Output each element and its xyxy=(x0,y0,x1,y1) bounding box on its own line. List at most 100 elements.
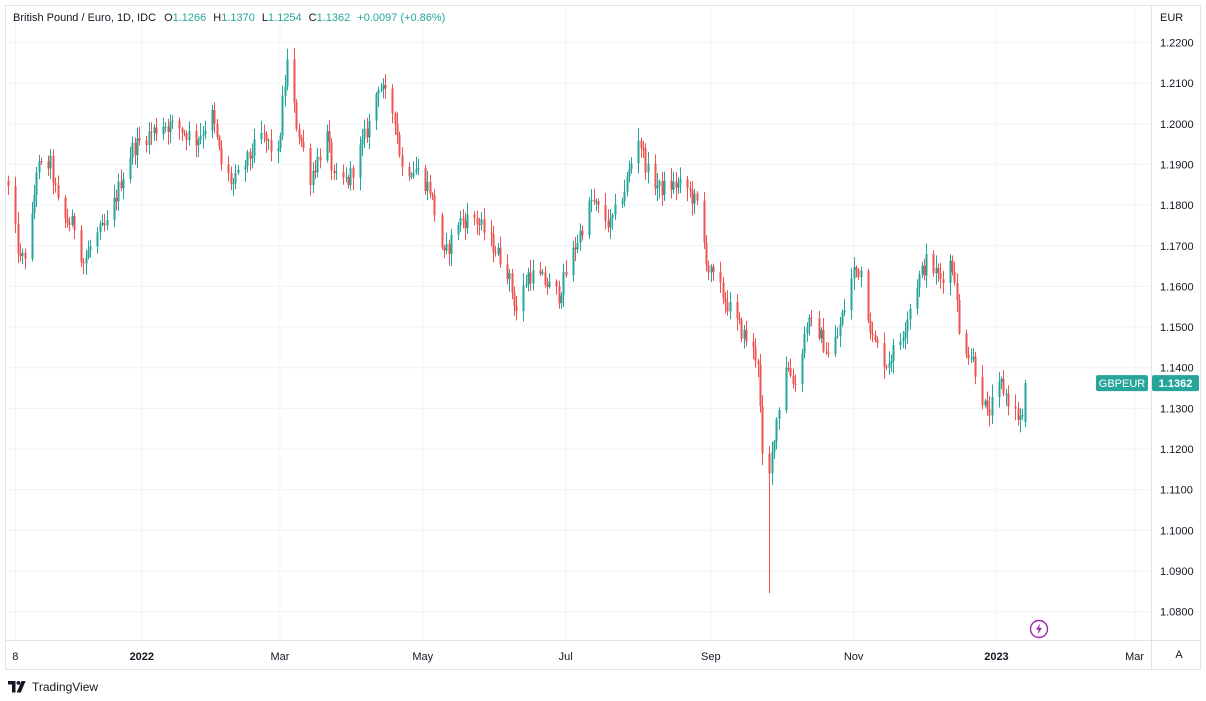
candle-body-down xyxy=(220,147,223,165)
candle-body-down xyxy=(1002,378,1005,394)
candle-body-up xyxy=(548,281,551,287)
candle-body-up xyxy=(415,168,418,173)
candle-body-down xyxy=(330,141,333,171)
candle-body-down xyxy=(1014,406,1017,409)
x-tick-label: 2022 xyxy=(130,651,154,663)
candle-body-up xyxy=(87,250,90,258)
candle-body-down xyxy=(544,272,547,285)
auto-scale-button[interactable]: A xyxy=(1175,649,1183,661)
candle-body-down xyxy=(752,341,755,348)
candle-body-down xyxy=(298,128,301,138)
x-tick-label: Nov xyxy=(844,651,864,663)
candle-body-down xyxy=(642,148,645,150)
candle-body-up xyxy=(904,331,907,338)
candle-body-up xyxy=(972,356,975,359)
candle-body-down xyxy=(167,126,170,132)
candle-body-up xyxy=(909,308,912,320)
candle-body-up xyxy=(843,310,846,313)
candle-body-down xyxy=(942,279,945,284)
candle-body-up xyxy=(380,89,383,91)
candle-body-down xyxy=(302,141,305,148)
candle-body-down xyxy=(546,284,549,287)
candle-body-down xyxy=(827,352,830,354)
candle-body-down xyxy=(40,161,43,163)
candle-body-up xyxy=(918,274,921,288)
candle-body-down xyxy=(120,181,123,189)
candle-body-down xyxy=(138,138,141,141)
candle-body-down xyxy=(115,197,118,202)
candle-body-down xyxy=(7,180,10,187)
candle-body-up xyxy=(412,172,415,177)
candle-body-down xyxy=(757,360,760,365)
candle-body-up xyxy=(525,284,528,286)
last-price-label: 1.1362 xyxy=(1159,378,1193,390)
candle-body-up xyxy=(148,131,151,146)
candle-body-down xyxy=(661,181,664,196)
candle-body-up xyxy=(836,335,839,337)
candle-body-down xyxy=(448,243,451,254)
candle-body-down xyxy=(707,264,710,273)
attribution[interactable]: TradingView xyxy=(8,680,98,694)
candle-body-down xyxy=(249,151,252,159)
candle-body-down xyxy=(263,132,266,134)
candle-body-up xyxy=(480,219,483,225)
candle-body-down xyxy=(396,123,399,135)
candle-body-up xyxy=(1000,378,1003,382)
candle-body-up xyxy=(527,272,530,285)
candle-body-down xyxy=(24,252,27,259)
close-value: 1.1362 xyxy=(316,12,351,24)
candle-body-down xyxy=(14,186,17,224)
candle-body-down xyxy=(988,409,991,416)
candlestick-chart[interactable]: 1.0800 1.0900 1.1000 1.1100 1.1200 1.1300 1.14… xyxy=(6,6,1200,669)
y-tick-label: 1.1600 xyxy=(1160,281,1194,293)
y-tick-label: 1.1200 xyxy=(1160,444,1194,456)
candle-body-down xyxy=(529,272,532,284)
candle-body-up xyxy=(853,267,856,279)
candle-body-down xyxy=(265,133,268,141)
candle-body-up xyxy=(562,271,565,296)
high-label: H xyxy=(213,12,222,24)
candle-body-down xyxy=(511,273,514,293)
candle-body-up xyxy=(778,410,781,420)
candle-body-up xyxy=(710,266,713,273)
candle-body-down xyxy=(295,102,298,129)
candle-body-down xyxy=(726,302,729,312)
candle-body-up xyxy=(656,185,659,189)
candle-body-down xyxy=(394,113,397,124)
candle-body-up xyxy=(899,341,902,346)
candle-body-up xyxy=(49,155,52,169)
x-tick-label: Mar xyxy=(270,651,289,663)
candle-body-down xyxy=(429,181,432,195)
candle-body-up xyxy=(267,140,270,142)
candle-body-up xyxy=(803,333,806,354)
candle-body-up xyxy=(131,142,134,159)
symbol-tag-label: GBPEUR xyxy=(1099,378,1146,390)
candle-body-down xyxy=(476,217,479,225)
candle-body-up xyxy=(363,128,366,139)
candle-body-down xyxy=(789,368,792,376)
candle-body-up xyxy=(949,260,952,284)
candle-body-up xyxy=(892,345,895,362)
candle-body-down xyxy=(761,406,764,454)
candle-body-up xyxy=(377,90,380,95)
candle-body-up xyxy=(35,172,38,195)
candle-body-up xyxy=(466,214,469,229)
candle-body-down xyxy=(885,366,888,368)
candle-body-down xyxy=(686,179,689,189)
candle-body-up xyxy=(260,132,263,140)
candle-body-down xyxy=(719,271,722,283)
candle-body-up xyxy=(1021,414,1024,417)
candle-body-up xyxy=(106,219,109,226)
candle-body-down xyxy=(965,333,968,355)
candle-body-up xyxy=(906,319,909,332)
high-value: 1.1370 xyxy=(221,12,255,24)
candle-body-down xyxy=(876,340,879,344)
candle-body-down xyxy=(342,172,345,178)
lightning-icon[interactable] xyxy=(1029,619,1049,639)
candle-body-down xyxy=(593,199,596,202)
candle-body-up xyxy=(99,224,102,233)
candle-body-down xyxy=(855,267,858,270)
symbol-title[interactable]: British Pound / Euro, 1D, IDC xyxy=(13,12,157,24)
candle-body-up xyxy=(579,230,582,243)
candle-body-up xyxy=(96,232,99,247)
